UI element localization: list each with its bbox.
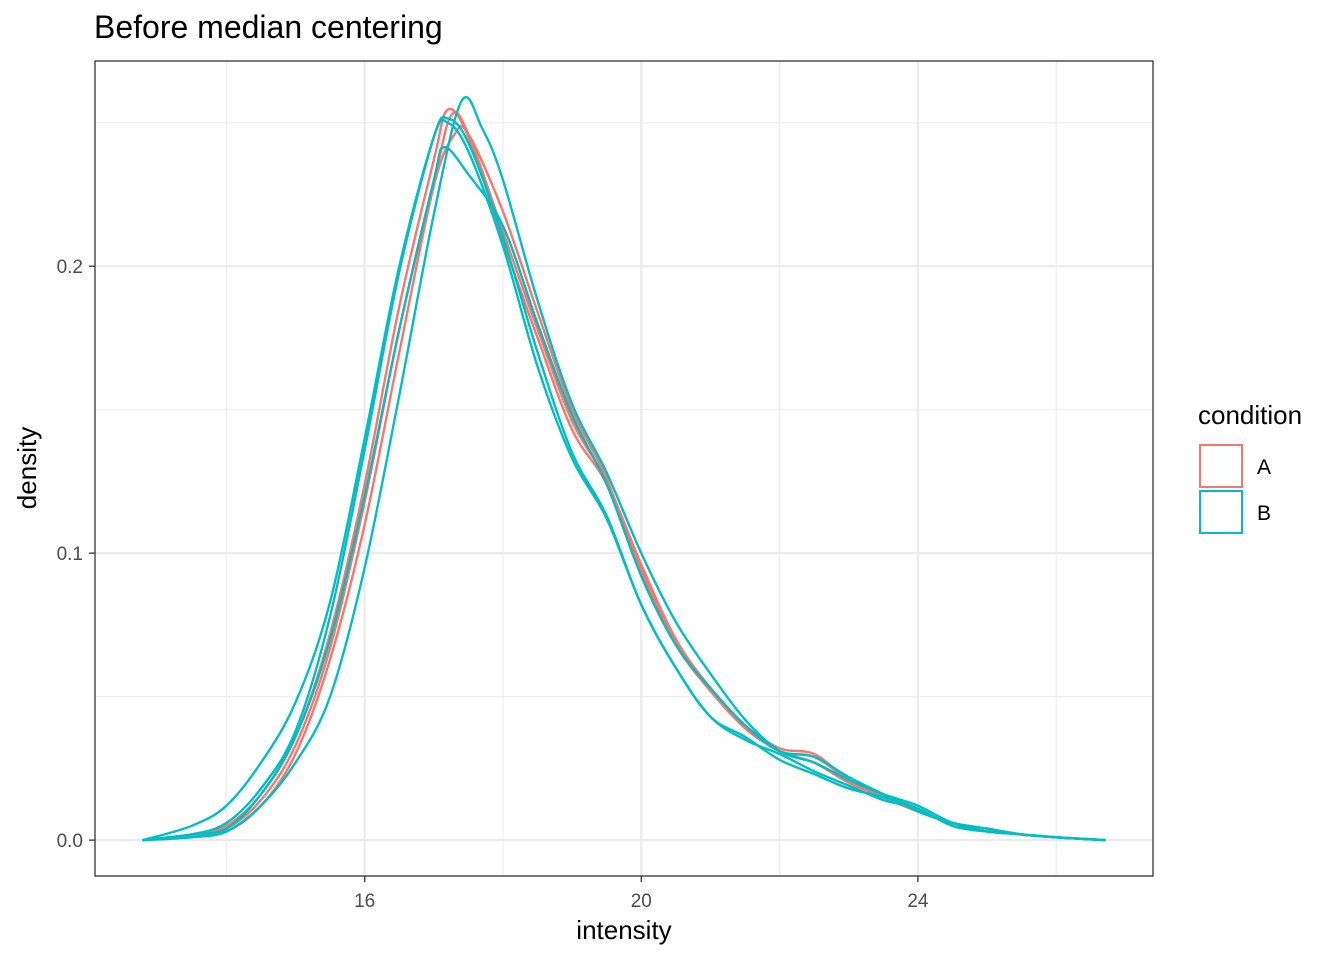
legend: condition A B — [1198, 400, 1302, 534]
y-axis-title: density — [12, 427, 42, 509]
x-axis: 16 20 24 — [354, 876, 929, 912]
legend-key-b — [1199, 490, 1243, 534]
x-tick-label-0: 16 — [354, 891, 375, 912]
legend-title: condition — [1198, 400, 1302, 430]
x-axis-title: intensity — [576, 915, 671, 945]
x-tick-label-2: 24 — [907, 891, 929, 912]
legend-label-a: A — [1257, 456, 1271, 479]
density-lines — [142, 96, 1106, 842]
plot-border — [94, 60, 1154, 877]
y-tick-label-1: 0.1 — [57, 544, 83, 565]
y-tick-label-0: 0.0 — [57, 831, 83, 852]
y-tick-label-2: 0.2 — [57, 257, 83, 278]
plot-panel — [95, 61, 1153, 876]
density-line-b-5 — [142, 145, 1106, 842]
chart-title: Before median centering — [94, 9, 443, 45]
legend-key-a — [1199, 444, 1243, 488]
grid-major — [95, 61, 1153, 876]
density-line-b-6 — [142, 96, 1106, 842]
legend-label-b: B — [1257, 502, 1271, 525]
x-tick-label-1: 20 — [631, 891, 652, 912]
density-line-b-4 — [142, 115, 1106, 842]
y-axis: 0.0 0.1 0.2 — [57, 257, 95, 852]
grid-minor — [95, 61, 1153, 876]
